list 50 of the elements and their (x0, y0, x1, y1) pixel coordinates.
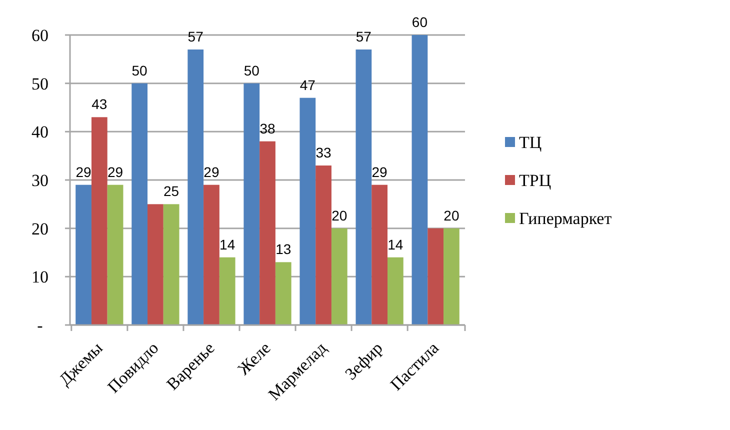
y-tick-label: 50 (32, 74, 48, 94)
data-label: 57 (188, 28, 204, 44)
data-label: 50 (132, 62, 148, 78)
data-label: 29 (108, 164, 124, 180)
data-label: 38 (260, 120, 276, 136)
bar (132, 83, 148, 325)
y-tick-label: 60 (32, 26, 48, 45)
data-label: 43 (92, 96, 108, 112)
bar (188, 50, 204, 325)
bar (444, 228, 460, 325)
data-label: 29 (372, 164, 388, 180)
bar (148, 204, 164, 325)
bar (300, 98, 316, 325)
bar (204, 184, 220, 325)
data-label: 33 (316, 144, 332, 160)
bar (387, 257, 404, 325)
data-label: 14 (220, 236, 236, 252)
bar (372, 184, 388, 325)
y-tick-label: - (37, 316, 44, 335)
bar (412, 35, 428, 325)
bar (91, 117, 108, 325)
data-label: 47 (300, 76, 316, 93)
data-label: 13 (276, 241, 292, 258)
data-label: 57 (356, 28, 372, 44)
data-label: 60 (412, 14, 428, 30)
data-label: 29 (76, 164, 92, 180)
data-label: 25 (164, 183, 180, 200)
data-label: 20 (332, 207, 348, 224)
bar (275, 262, 292, 325)
legend-label: Гипермаркет (519, 208, 612, 228)
y-tick-label: 30 (32, 170, 48, 190)
y-tick-label: 40 (32, 122, 48, 142)
bar (219, 257, 236, 325)
y-tick-label: 20 (32, 219, 48, 238)
bar (316, 166, 332, 325)
bar (331, 228, 348, 325)
data-label: 20 (444, 207, 460, 224)
bar (428, 228, 444, 325)
data-label: 50 (244, 62, 260, 78)
legend-label: ТРЦ (519, 170, 552, 190)
bar (76, 184, 92, 325)
bar (163, 204, 180, 325)
legend-label: ТЦ (519, 132, 542, 152)
y-tick-label: 10 (32, 268, 48, 287)
data-label: 14 (388, 236, 404, 252)
data-label: 29 (204, 164, 220, 180)
bar (107, 184, 124, 325)
bar (356, 50, 372, 325)
bar (244, 83, 260, 325)
bar (260, 141, 276, 325)
